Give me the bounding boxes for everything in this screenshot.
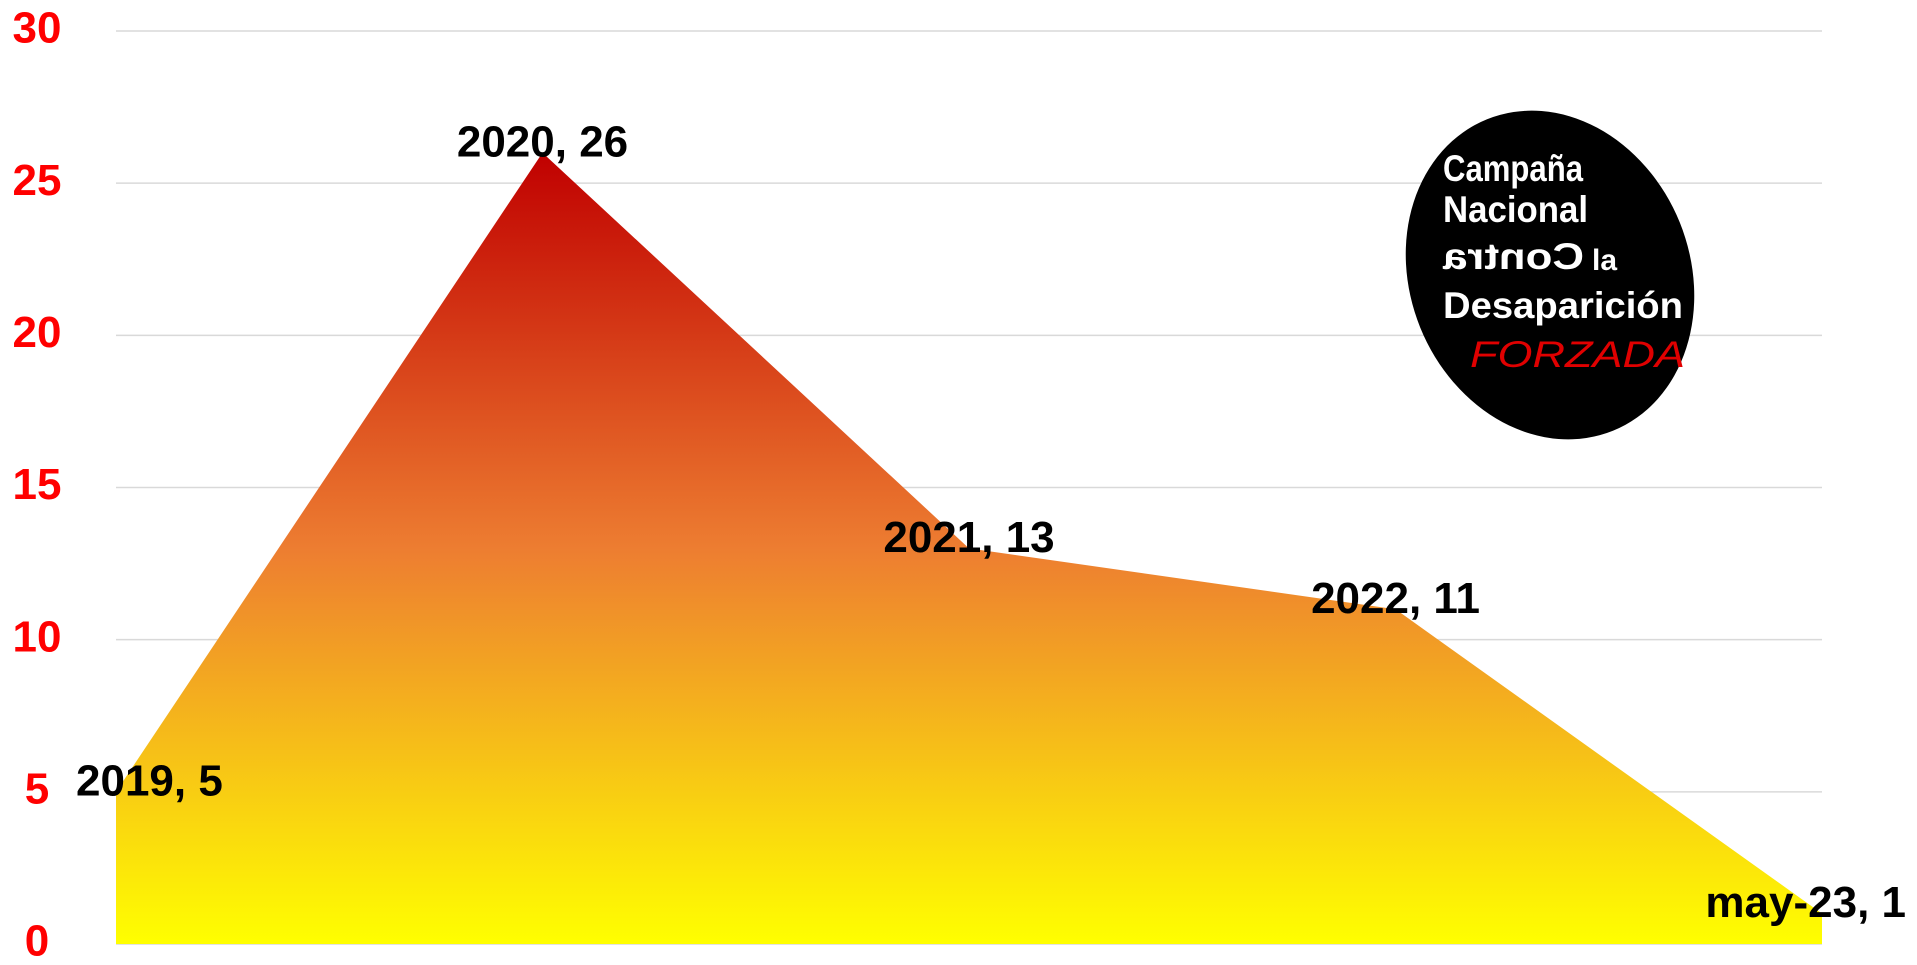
data-label: 2019, 5 (76, 756, 223, 805)
logo-text: Nacional (1443, 189, 1588, 230)
data-label: 2021, 13 (883, 513, 1054, 562)
logo-text: Contra (1443, 236, 1584, 277)
data-label: 2020, 26 (457, 117, 628, 166)
data-label: 2022, 11 (1311, 574, 1480, 623)
y-tick-label: 30 (13, 4, 62, 53)
logo-text: FORZADA (1470, 334, 1685, 375)
data-label: may-23, 1 (1705, 878, 1906, 927)
y-tick-label: 0 (25, 917, 49, 965)
logo: Campaña Nacional Contra la Desaparición … (1405, 110, 1695, 440)
y-tick-label: 15 (13, 460, 62, 509)
logo-text: Campaña (1443, 148, 1583, 189)
plot: 2019, 5 2020, 26 2021, 13 2022, 11 may-23, 1 (76, 117, 1906, 944)
logo-ellipse (1405, 110, 1695, 440)
y-tick-label: 20 (13, 308, 62, 357)
y-tick-label: 5 (25, 764, 49, 813)
y-tick-label: 10 (13, 612, 62, 661)
area (116, 152, 1822, 944)
logo-text: la (1592, 244, 1617, 277)
y-tick-label: 25 (13, 156, 62, 205)
logo-text: Desaparición (1443, 285, 1683, 326)
